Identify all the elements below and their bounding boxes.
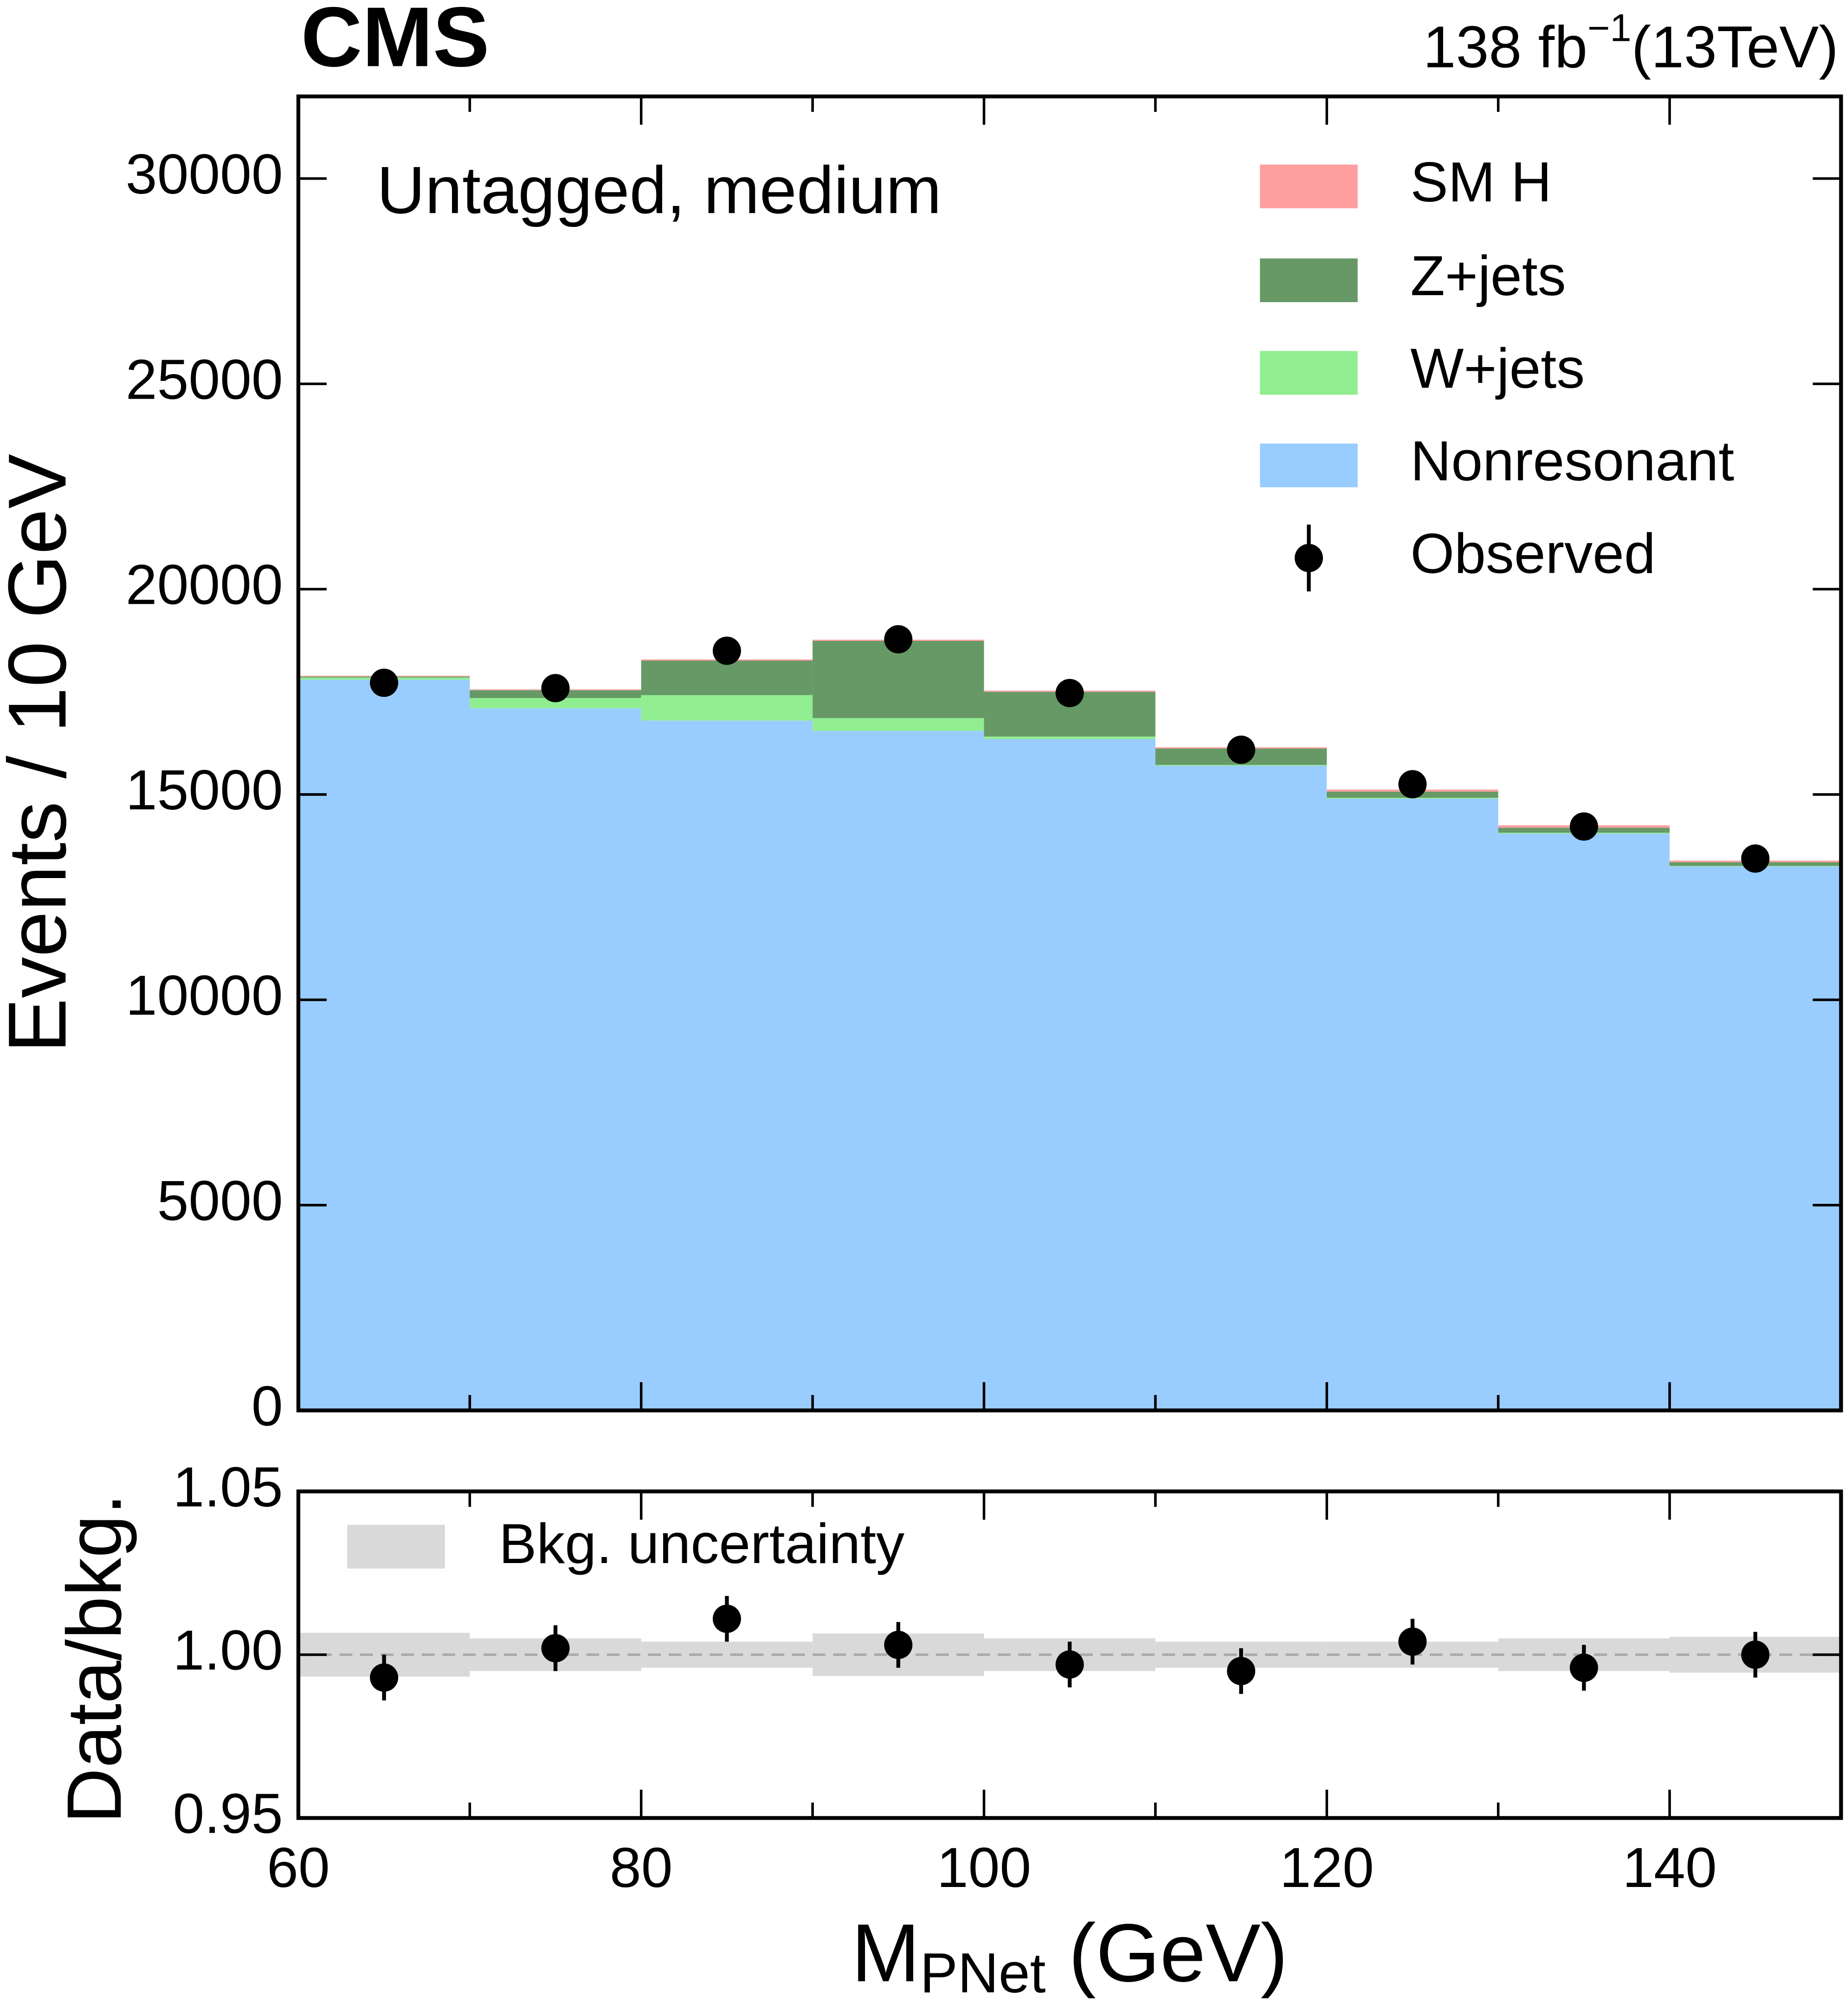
histogram-bar — [1327, 798, 1498, 1411]
y-tick-label: 20000 — [126, 553, 283, 616]
legend-swatch — [347, 1525, 445, 1569]
x-tick-label: 140 — [1622, 1836, 1716, 1899]
legend-swatch — [1260, 443, 1358, 487]
observed-point — [1227, 736, 1256, 764]
legend-swatch — [1260, 164, 1358, 208]
ratio-y-axis-label: Data/bkg. — [52, 1493, 137, 1823]
y-tick-label: 0 — [252, 1374, 283, 1437]
histogram-bar — [813, 730, 984, 1411]
observed-point — [1741, 844, 1770, 873]
observed-point — [1398, 770, 1427, 799]
histogram-bar — [984, 739, 1155, 1411]
legend-marker — [1295, 543, 1323, 572]
y-tick-label: 5000 — [157, 1169, 283, 1232]
ratio-point — [1055, 1650, 1084, 1679]
ratio-point — [541, 1634, 570, 1662]
observed-point — [712, 636, 741, 665]
x-tick-label: 80 — [610, 1836, 673, 1899]
histogram-bar — [984, 737, 1155, 739]
annotation: Untagged, medium — [377, 153, 942, 227]
ratio-point — [1569, 1654, 1598, 1682]
ratio-point — [1741, 1641, 1770, 1669]
histogram-bar — [1155, 766, 1327, 1411]
x-label-sub: PNet — [920, 1941, 1046, 2004]
histogram-bar — [813, 718, 984, 731]
y-tick-label: 10000 — [126, 964, 283, 1027]
ratio-point — [370, 1663, 399, 1692]
legend-label: SM H — [1410, 150, 1552, 213]
legend-swatch — [1260, 258, 1358, 303]
y-tick-label: 30000 — [126, 142, 283, 206]
legend-label: Nonresonant — [1410, 429, 1734, 492]
histogram-bar — [1155, 765, 1327, 766]
histogram-bar — [641, 660, 813, 695]
observed-point — [1569, 812, 1598, 841]
y-tick-label: 1.00 — [173, 1619, 283, 1682]
x-tick-label: 60 — [267, 1836, 330, 1899]
observed-point — [370, 668, 399, 697]
ratio-point — [1398, 1627, 1427, 1656]
ratio-point — [1227, 1657, 1256, 1686]
y-tick-label: 0.95 — [173, 1782, 283, 1845]
histogram-bar — [298, 679, 470, 1411]
y-tick-label: 15000 — [126, 758, 283, 821]
lumi-label: 138 fb−1(13TeV) — [1423, 6, 1839, 80]
experiment-label: CMS — [301, 0, 490, 84]
legend-label: Z+jets — [1410, 244, 1566, 307]
x-tick-label: 100 — [937, 1836, 1031, 1899]
lumi-energy: (13TeV) — [1632, 14, 1839, 80]
histogram-bar — [641, 695, 813, 721]
histogram-bar — [641, 720, 813, 1411]
observed-point — [884, 625, 913, 653]
lumi-sup: −1 — [1587, 6, 1632, 49]
ratio-point — [712, 1604, 741, 1633]
histogram-bar — [813, 641, 984, 718]
histogram-bar — [470, 708, 641, 1411]
uncertainty-band — [641, 1641, 813, 1668]
legend-label: W+jets — [1410, 337, 1585, 400]
x-label-main: M — [852, 1906, 920, 1999]
observed-point — [1055, 678, 1084, 707]
y-tick-label: 1.05 — [173, 1455, 283, 1518]
histogram-bar — [470, 698, 641, 709]
legend-label: Observed — [1410, 522, 1655, 585]
ratio-point — [884, 1630, 913, 1659]
legend-label: Bkg. uncertainty — [499, 1512, 904, 1575]
lumi-text: 138 fb — [1423, 14, 1587, 80]
x-label-unit: (GeV) — [1045, 1906, 1288, 1999]
y-tick-label: 25000 — [126, 348, 283, 411]
histogram-bar — [1498, 833, 1670, 1411]
histogram-bar — [1670, 866, 1841, 1411]
y-axis-label: Events / 10 GeV — [0, 454, 83, 1053]
plot-frame — [296, 94, 1843, 1413]
observed-point — [541, 674, 570, 703]
x-tick-label: 120 — [1280, 1836, 1374, 1899]
legend-swatch — [1260, 351, 1358, 395]
x-axis-label: MPNet (GeV) — [852, 1906, 1288, 2004]
